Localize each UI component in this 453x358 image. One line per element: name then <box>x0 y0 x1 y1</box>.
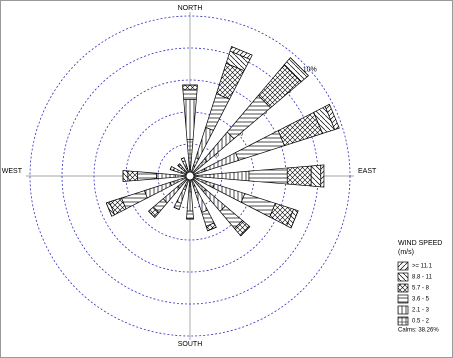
wind-segment <box>173 201 182 210</box>
legend-swatch <box>397 316 409 326</box>
wind-segment <box>310 164 322 188</box>
compass-label: SOUTH <box>178 341 203 348</box>
ring <box>29 15 351 337</box>
wind-segment <box>182 160 188 170</box>
legend-label: 2.1 - 3 <box>412 308 430 314</box>
legend-label: >= 11.1 <box>412 264 433 270</box>
calm-circle <box>185 171 195 181</box>
compass-label: NORTH <box>178 5 203 12</box>
wind-segment <box>213 170 250 182</box>
wind-segment <box>176 188 187 204</box>
ring-label: 10% <box>303 67 317 74</box>
wind-segment <box>229 46 253 60</box>
legend-label: 0.5 - 2 <box>412 319 430 325</box>
legend-swatch <box>397 283 409 293</box>
legend-unit: (m/s) <box>398 249 414 256</box>
wind-segment <box>186 210 194 220</box>
wind-segment <box>183 99 197 140</box>
wind-segment <box>122 170 129 182</box>
wind-segment <box>147 206 160 219</box>
wind-segment <box>290 210 299 229</box>
wind-segment <box>248 167 288 185</box>
wind-segment <box>320 164 325 188</box>
wind-segment <box>120 190 148 210</box>
wind-segment <box>182 84 198 91</box>
compass-label: WEST <box>2 168 23 175</box>
legend-swatch <box>397 294 409 304</box>
wind-segment <box>226 94 272 140</box>
wind-segment <box>156 172 176 180</box>
wind-segment <box>286 165 312 187</box>
wind-segment <box>105 202 113 217</box>
wind-segment <box>186 191 194 212</box>
legend-label: 5.7 - 8 <box>412 286 430 292</box>
wind-segment <box>324 103 340 131</box>
wind-segment <box>240 226 251 237</box>
compass-label: EAST <box>358 168 377 175</box>
wind-segment <box>137 171 157 181</box>
legend-swatch <box>397 305 409 315</box>
legend-swatch <box>397 272 409 282</box>
wind-segment <box>182 89 198 100</box>
legend-label: 3.6 - 5 <box>412 297 430 303</box>
legend-swatch <box>397 261 409 271</box>
wind-segment <box>177 163 182 168</box>
wind-segment <box>172 167 182 174</box>
legend-label: 8.8 - 11 <box>412 275 433 281</box>
calms-label: Calms: 38.26% <box>398 328 439 334</box>
wind-segment <box>207 226 217 232</box>
wind-segment <box>240 193 276 218</box>
legend-title: WIND SPEED <box>398 240 442 247</box>
wind-segment <box>205 93 231 131</box>
wind-segment <box>283 57 309 83</box>
wind-segment <box>127 170 138 182</box>
